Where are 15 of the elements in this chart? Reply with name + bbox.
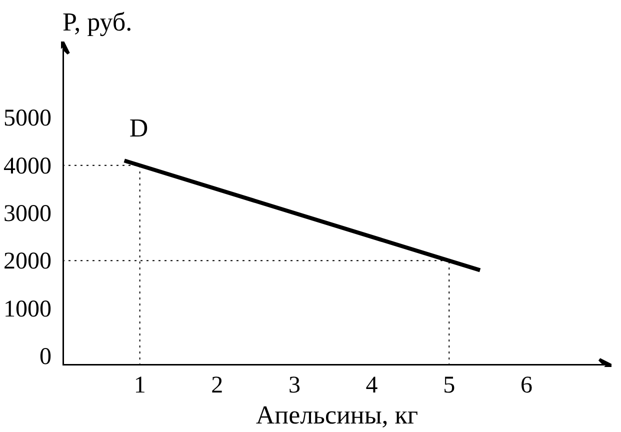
x-tick-label: 3	[288, 372, 300, 398]
x-tick-label: 6	[520, 372, 532, 398]
y-tick-label: 2000	[4, 248, 52, 275]
y-tick-label: 1000	[4, 296, 52, 322]
x-tick-label: 2	[211, 372, 224, 398]
y-tick-label: 4000	[4, 153, 52, 180]
y-tick-label: 5000	[4, 106, 52, 132]
x-tick-label: 5	[443, 372, 456, 398]
y-tick-label: 0	[40, 344, 52, 370]
series-label: D	[129, 114, 148, 143]
x-axis-title: Апельсины, кг	[256, 400, 418, 430]
y-axis-title: P, руб.	[62, 8, 132, 36]
y-tick-label: 3000	[4, 201, 52, 228]
x-tick-label: 4	[366, 372, 378, 398]
x-tick-label: 1	[134, 372, 146, 398]
